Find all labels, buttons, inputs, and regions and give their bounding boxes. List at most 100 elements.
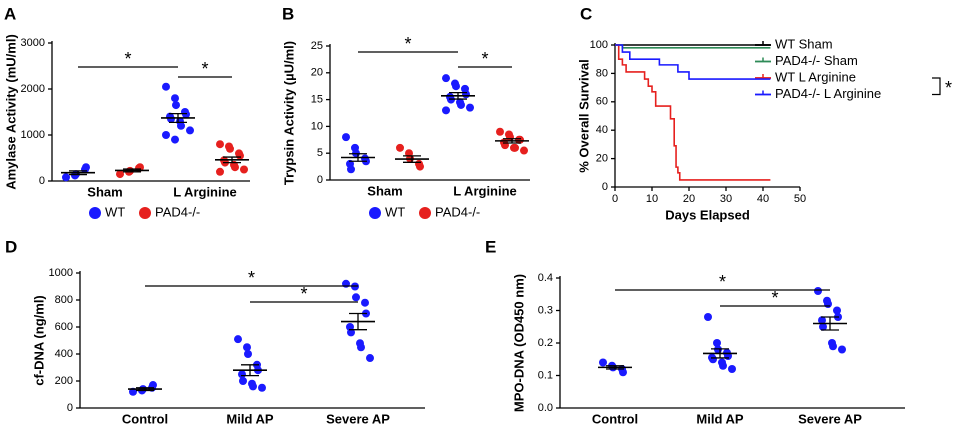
panel-letter: A — [4, 4, 16, 23]
panel-letter: D — [5, 237, 17, 256]
y-axis-label: Trypsin Activity (µU/ml) — [281, 41, 296, 185]
data-point — [216, 167, 224, 176]
y-axis-label: % Overall Survival — [576, 59, 591, 172]
data-point — [171, 135, 179, 144]
y-tick-label: 1000 — [21, 129, 45, 141]
data-point — [506, 133, 514, 142]
x-tick-label: 50 — [794, 193, 806, 205]
significance-label: * — [248, 268, 255, 288]
y-tick-label: 5 — [317, 147, 323, 159]
y-tick-label: 0 — [39, 175, 45, 187]
y-tick-label: 0 — [67, 402, 73, 414]
significance-label: * — [771, 288, 778, 308]
data-point — [824, 300, 832, 308]
significance-label: * — [300, 284, 307, 304]
data-point — [171, 94, 179, 103]
y-tick-label: 60 — [596, 96, 608, 108]
y-tick-label: 40 — [596, 124, 608, 136]
y-tick-label: 400 — [55, 348, 73, 360]
data-point — [709, 355, 717, 364]
data-point — [442, 74, 450, 83]
survival-curve — [615, 44, 771, 80]
legend-label: PAD4-/- — [435, 204, 480, 219]
data-point — [239, 377, 247, 385]
data-point — [62, 173, 70, 182]
data-point — [162, 82, 170, 91]
x-tick-label: Control — [592, 411, 638, 426]
data-point — [511, 143, 519, 152]
data-point — [361, 298, 369, 307]
data-point — [172, 101, 180, 110]
data-point — [599, 358, 607, 367]
data-point — [258, 383, 266, 392]
panel-letter: E — [485, 237, 496, 256]
legend-label: WT Sham — [775, 36, 833, 51]
data-point — [713, 339, 721, 347]
data-point — [177, 121, 185, 130]
significance-label: * — [945, 78, 952, 98]
y-tick-label: 20 — [596, 153, 608, 165]
legend-marker — [139, 207, 151, 219]
x-tick-label: 0 — [612, 193, 618, 205]
data-point — [162, 131, 170, 139]
data-point — [838, 345, 846, 354]
significance-bracket — [932, 77, 941, 96]
significance-label: * — [124, 49, 131, 69]
data-point — [452, 82, 460, 91]
data-point — [352, 293, 360, 302]
x-tick-label: 40 — [757, 193, 769, 205]
y-tick-label: 15 — [311, 94, 323, 106]
y-tick-label: 20 — [311, 67, 323, 79]
y-axis-label: MPO-DNA (OD450 nm) — [511, 274, 526, 412]
legend-label: WT — [385, 204, 405, 219]
data-point — [342, 133, 350, 142]
y-tick-label: 100 — [590, 39, 608, 51]
y-tick-label: 0.0 — [538, 402, 553, 414]
data-point — [149, 381, 157, 390]
data-point — [496, 127, 504, 136]
data-point — [167, 114, 175, 123]
data-point — [234, 335, 242, 344]
y-tick-label: 0 — [317, 174, 323, 186]
data-point — [457, 100, 465, 109]
data-point — [116, 170, 124, 179]
y-tick-label: 25 — [311, 40, 323, 52]
data-point — [462, 90, 470, 99]
data-point — [442, 106, 450, 115]
x-axis-label: Days Elapsed — [665, 207, 750, 222]
data-point — [466, 103, 474, 112]
data-point — [240, 165, 248, 174]
panel-letter: B — [282, 4, 294, 23]
y-axis-label: cf-DNA (ng/ml) — [31, 295, 46, 386]
y-tick-label: 0.3 — [538, 304, 553, 316]
y-tick-label: 1000 — [49, 267, 73, 279]
data-point — [231, 163, 239, 172]
significance-label: * — [404, 34, 411, 54]
y-tick-label: 3000 — [21, 37, 45, 49]
data-point — [182, 110, 190, 119]
y-tick-label: 80 — [596, 67, 608, 79]
data-point — [347, 328, 355, 337]
data-point — [186, 126, 194, 135]
data-point — [236, 151, 244, 160]
data-point — [819, 322, 827, 331]
legend-label: PAD4-/- L Arginine — [775, 86, 881, 101]
data-point — [216, 140, 224, 149]
x-tick-label: Sham — [87, 184, 122, 199]
data-point — [829, 342, 837, 351]
data-point — [520, 146, 528, 155]
x-tick-label: 30 — [720, 193, 732, 205]
survival-curve — [615, 44, 771, 181]
legend-label: WT — [105, 204, 125, 219]
x-tick-label: Sham — [367, 183, 402, 198]
x-tick-label: Mild AP — [696, 411, 744, 426]
y-tick-label: 0.4 — [538, 272, 553, 284]
data-point — [238, 370, 246, 379]
data-point — [516, 135, 524, 144]
significance-label: * — [481, 49, 488, 69]
significance-label: * — [719, 272, 726, 292]
y-tick-label: 600 — [55, 321, 73, 333]
legend-label: WT L Arginine — [775, 69, 856, 84]
data-point — [226, 144, 234, 153]
y-tick-label: 0 — [602, 181, 608, 193]
